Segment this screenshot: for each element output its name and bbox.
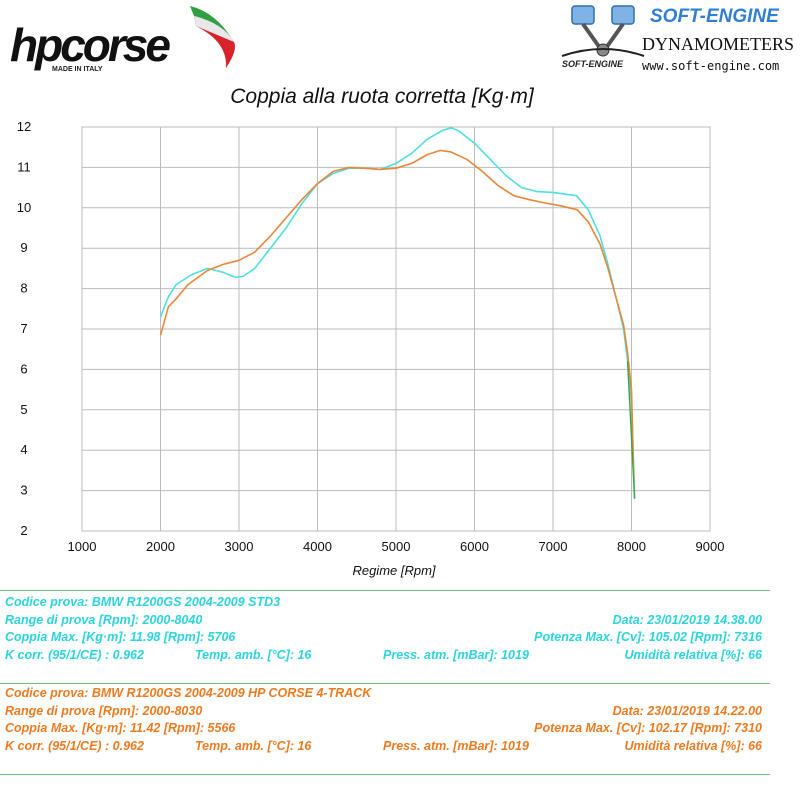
y-tick-label: 9 <box>20 240 27 255</box>
x-axis-label: Regime [Rpm] <box>352 563 435 578</box>
test-ambient-temp: Temp. amb. [°C]: 16 <box>195 647 312 662</box>
test-humidity: Umidità relativa [%]: 66 <box>624 647 762 662</box>
y-tick-label: 11 <box>17 159 31 174</box>
soft-engine-website: www.soft-engine.com <box>642 59 780 73</box>
test-rpm-range: Range di prova [Rpm]: 2000-8040 <box>5 612 203 627</box>
y-tick-label: 10 <box>17 200 31 215</box>
soft-engine-small-logo-text: SOFT-ENGINE <box>562 59 624 69</box>
test-date: Data: 23/01/2019 14.22.00 <box>612 703 762 718</box>
series-overlap-tail <box>626 361 636 499</box>
soft-engine-brand: SOFT-ENGINE <box>650 6 779 27</box>
hp-corse-logo-text: hpcorse <box>10 19 171 71</box>
hp-corse-logo: hpcorse MADE IN ITALY <box>6 2 246 77</box>
test-ambient-temp: Temp. amb. [°C]: 16 <box>195 738 312 753</box>
info-separator <box>0 683 770 684</box>
hp-corse-tagline: MADE IN ITALY <box>52 66 103 73</box>
series-line-1 <box>159 149 635 483</box>
test-date: Data: 23/01/2019 14.38.00 <box>612 612 762 627</box>
y-tick-label: 12 <box>17 119 31 134</box>
italian-flag-swoosh-icon <box>190 6 235 69</box>
torque-chart: Coppia alla ruota corretta [Kg·m] 1000 20… <box>17 85 725 578</box>
y-tick-label: 6 <box>20 361 27 376</box>
test-info-hp-corse: Codice prova: BMW R1200GS 2004-2009 HP C… <box>5 685 762 755</box>
test-k-corr: K corr. (95/1/CE) : 0.962 <box>5 647 144 662</box>
pistons-icon <box>561 5 645 57</box>
x-tick-label: 8000 <box>617 539 646 554</box>
y-tick-label: 5 <box>20 402 27 417</box>
y-tick-label: 7 <box>20 321 27 336</box>
x-tick-label: 9000 <box>696 539 725 554</box>
chart-title: Coppia alla ruota corretta [Kg·m] <box>230 85 535 108</box>
test-max-power: Potenza Max. [Cv]: 105.02 [Rpm]: 7316 <box>534 630 762 645</box>
test-humidity: Umidità relativa [%]: 66 <box>624 738 762 753</box>
x-tick-label: 4000 <box>303 539 332 554</box>
y-tick-label: 2 <box>20 523 27 538</box>
soft-engine-subtitle: DYNAMOMETERS <box>642 34 795 54</box>
test-max-torque: Coppia Max. [Kg·m]: 11.98 [Rpm]: 5706 <box>5 630 236 645</box>
test-atm-pressure: Press. atm. [mBar]: 1019 <box>383 738 529 753</box>
chart-grid <box>81 126 711 532</box>
info-separator <box>0 590 770 591</box>
test-info-std: Codice prova: BMW R1200GS 2004-2009 STD3… <box>5 594 762 664</box>
x-tick-label: 6000 <box>460 539 489 554</box>
y-tick-label: 3 <box>20 483 27 498</box>
chart-series <box>159 127 636 499</box>
chart-tick-labels: 1000 2000 3000 4000 5000 6000 7000 8000 9000 2 3 4 5… <box>17 119 725 554</box>
x-tick-label: 5000 <box>382 539 411 554</box>
test-atm-pressure: Press. atm. [mBar]: 1019 <box>383 647 529 662</box>
test-rpm-range: Range di prova [Rpm]: 2000-8030 <box>5 703 203 718</box>
test-code: Codice prova: BMW R1200GS 2004-2009 STD3 <box>5 595 281 609</box>
x-tick-label: 3000 <box>225 539 254 554</box>
x-tick-label: 2000 <box>146 539 175 554</box>
test-max-power: Potenza Max. [Cv]: 102.17 [Rpm]: 7310 <box>534 721 762 736</box>
x-tick-label: 7000 <box>539 539 568 554</box>
test-max-torque: Coppia Max. [Kg·m]: 11.42 [Rpm]: 5566 <box>5 721 236 736</box>
series-line-0 <box>159 127 636 499</box>
test-k-corr: K corr. (95/1/CE) : 0.962 <box>5 738 144 753</box>
y-tick-label: 8 <box>20 281 27 296</box>
test-code: Codice prova: BMW R1200GS 2004-2009 HP C… <box>5 686 372 700</box>
soft-engine-logo: SOFT-ENGINE SOFT-ENGINE DYNAMOMETERS www… <box>550 2 800 77</box>
info-separator <box>0 774 770 775</box>
x-tick-label: 1000 <box>68 539 97 554</box>
y-tick-label: 4 <box>20 442 27 457</box>
